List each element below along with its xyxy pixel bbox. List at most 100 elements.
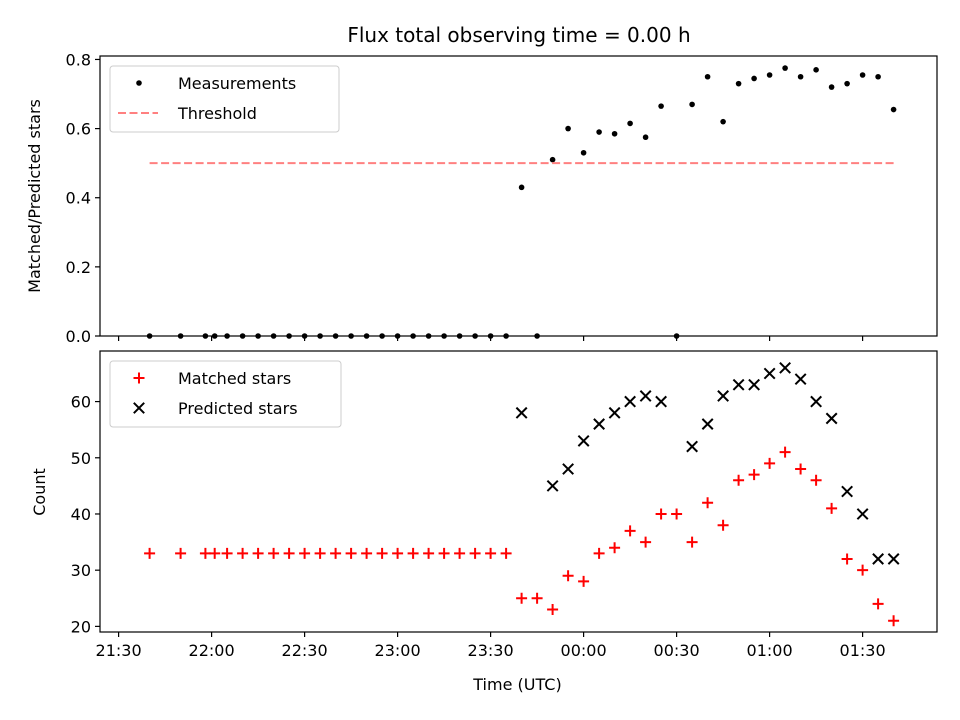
data-point [348,333,354,339]
data-point [255,333,261,339]
matched-point [686,536,698,548]
data-point [875,73,881,80]
axes-frame [99,350,938,633]
data-point [317,333,323,339]
predicted-point [701,418,714,430]
x-axis-label: Time (UTC) [472,675,561,694]
matched-point [609,542,621,554]
data-point [332,333,339,339]
predicted-point [608,406,621,419]
matched-point [779,446,791,458]
x-tick-label: 23:30 [468,641,514,660]
matched-point [283,547,295,559]
data-point [797,73,804,80]
predicted-point [794,373,807,386]
matched-point [314,547,326,559]
data-point [472,333,478,339]
legend-marker [133,372,145,384]
data-point [425,333,432,339]
matched-point [888,615,900,627]
y-tick-label: 30 [71,561,91,580]
predicted-point [779,361,792,374]
data-point [751,75,757,82]
data-point [720,118,726,125]
predicted-point [841,485,854,498]
predicted-point [872,553,885,565]
data-point [627,120,633,127]
matched-point [299,547,311,559]
data-point [565,125,571,132]
predicted-point [748,378,761,391]
data-point [211,333,218,339]
y-tick-label: 0.0 [66,327,91,346]
predicted-point [593,418,606,430]
predicted-point [546,479,559,492]
data-point [859,72,866,78]
x-tick-label: 00:00 [561,641,607,660]
y-tick-label: 0.6 [66,120,91,139]
matched-point [578,575,590,587]
data-point [410,333,416,339]
x-tick-label: 22:30 [282,641,328,660]
data-point [534,333,540,339]
matched-point [640,536,652,548]
data-point [456,333,463,339]
legend-marker [133,402,145,414]
data-point [735,80,742,87]
x-tick-label: 00:30 [654,641,700,660]
series-measurements [146,65,897,339]
y-axis-label: Matched/Predicted stars [25,99,44,293]
matched-point [330,547,342,559]
data-point [394,333,401,339]
data-point [658,103,664,109]
axes-frame [99,55,938,337]
matched-point [237,547,249,559]
matched-point [810,474,822,486]
predicted-point [825,412,838,425]
data-point [177,333,184,339]
predicted-point [763,367,776,380]
data-point [813,67,819,73]
data-point [689,101,695,108]
data-point [503,333,509,339]
matched-point [438,547,450,559]
matched-point [199,547,211,559]
y-tick-label: 60 [71,393,91,412]
matched-point [826,502,838,514]
matched-point [841,553,853,565]
matched-point [872,598,884,610]
legend-marker [136,80,142,86]
data-point [890,106,897,113]
matched-point [562,570,574,582]
legend-entry: Matched stars [178,369,291,388]
ratio-panel: 0.0 0.2 0.4 0.6 0.8 Matched/Predicted stars Me… [25,50,938,346]
legend-box [109,65,340,133]
x-tick-label: 21:30 [96,641,142,660]
predicted-point [686,440,699,453]
data-point [224,333,230,339]
matched-point [655,508,667,520]
legend-box [109,360,342,428]
y-tick-label: 50 [71,449,91,468]
predicted-point [810,395,823,408]
matched-point [252,547,264,559]
predicted-point [655,395,668,408]
matched-point [376,547,388,559]
data-point [363,333,370,339]
data-point [286,333,292,339]
legend-entry: Measurements [178,74,296,93]
matched-point [717,519,729,531]
legend: Matched stars Predicted stars [109,360,342,428]
y-tick-label: 0.4 [66,189,91,208]
predicted-point [577,435,590,447]
series-predicted-stars [515,361,900,565]
data-point [673,333,680,339]
matched-point [209,547,221,559]
matched-point [361,547,373,559]
predicted-point [562,463,575,475]
data-point [828,84,835,90]
y-tick-label: 20 [71,617,91,636]
y-axis-label: Count [30,468,49,516]
legend-entry: Threshold [177,104,257,123]
data-point [642,134,649,141]
